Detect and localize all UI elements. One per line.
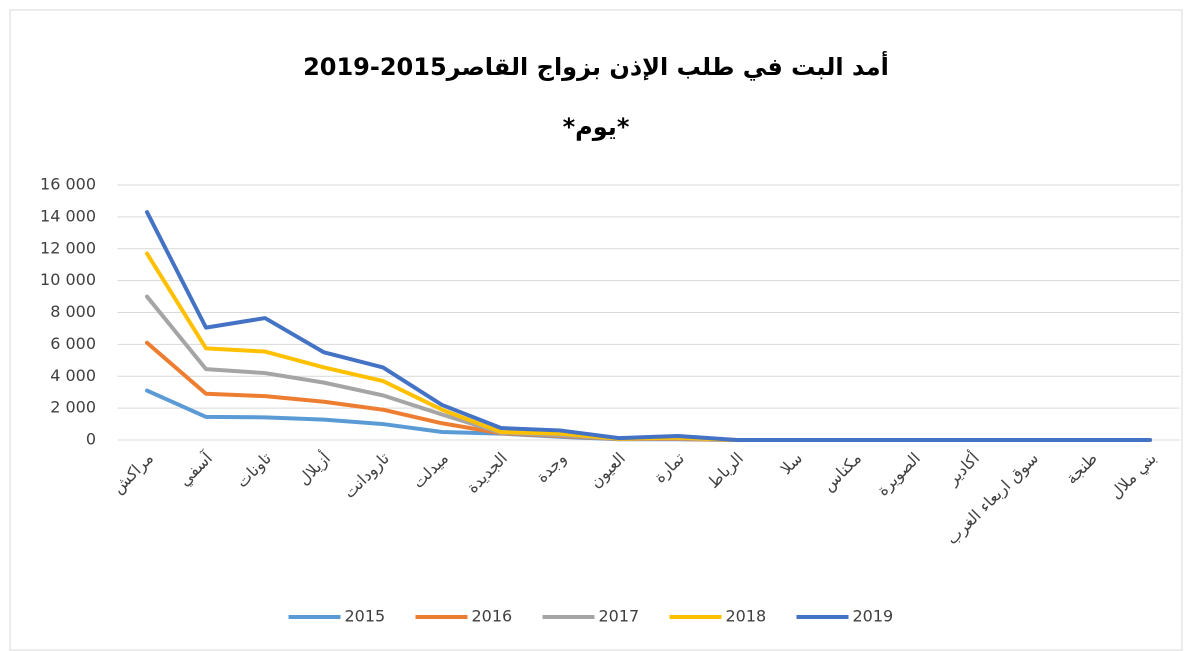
legend-label: 2019 (853, 607, 894, 626)
y-tick-label: 2 000 (50, 398, 96, 417)
y-tick-label: 10 000 (40, 270, 96, 289)
y-tick-label: 12 000 (40, 238, 96, 257)
chart-frame (9, 9, 1183, 651)
legend-label: 2018 (726, 607, 767, 626)
chart-title: أمد البت في طلب الإذن بزواج القاصر2015-2… (303, 51, 889, 81)
y-tick-label: 16 000 (40, 175, 96, 194)
y-tick-label: 8 000 (50, 302, 96, 321)
y-tick-label: 0 (86, 430, 96, 449)
y-tick-label: 6 000 (50, 334, 96, 353)
legend-label: 2017 (599, 607, 640, 626)
y-tick-label: 4 000 (50, 366, 96, 385)
legend-label: 2016 (472, 607, 513, 626)
legend-label: 2015 (345, 607, 386, 626)
y-tick-label: 14 000 (40, 206, 96, 225)
chart-subtitle: *يوم* (563, 113, 630, 141)
series-line (145, 210, 1152, 442)
